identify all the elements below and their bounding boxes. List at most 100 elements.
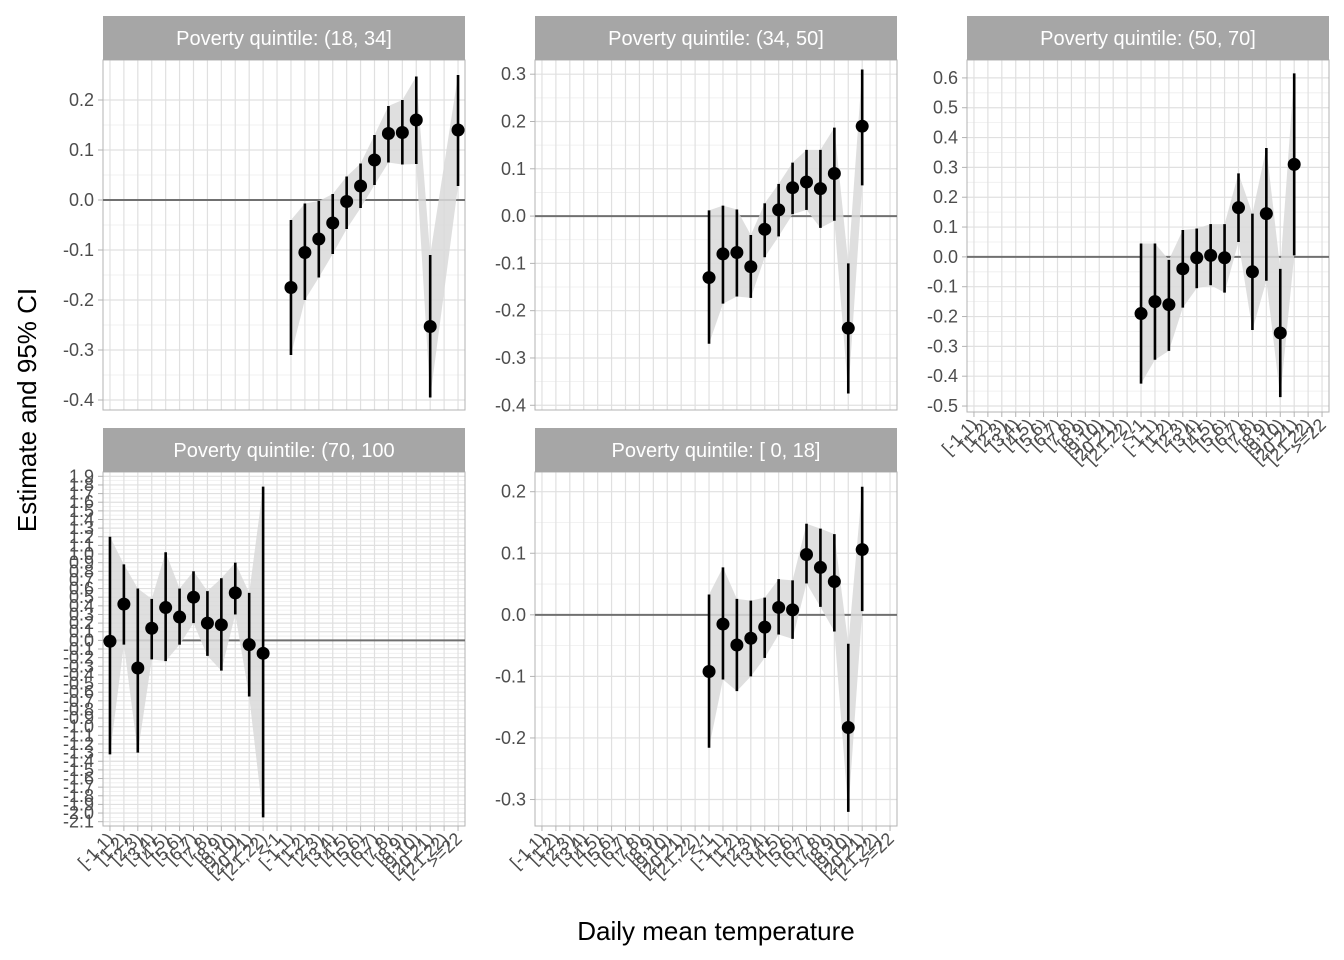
estimate-point (730, 246, 744, 259)
estimate-point (298, 246, 312, 259)
x-axis-layer: [-1,1)[1,2)[2,3)[3,4)[4,5)[5,6)[6,7)[7,8… (74, 412, 1330, 882)
y-tick-label: 0.2 (501, 111, 526, 131)
y-tick-label: -0.4 (63, 390, 94, 410)
estimate-point (1287, 157, 1301, 171)
estimate-point (451, 123, 465, 137)
estimate-point (284, 281, 298, 294)
estimate-point (841, 321, 855, 335)
estimate-point (1232, 201, 1245, 215)
y-tick-label: 0.6 (69, 579, 94, 599)
y-axis-ticks: -0.4 -0.3 -0.2 -0.1 0.0 0.1 0.2 0.3 (495, 64, 535, 415)
y-tick-label: 0.9 (69, 553, 94, 573)
y-tick-label: 1.2 (69, 527, 94, 547)
x-axis-ticks: [-1,1)[1,2)[2,3)[3,4)[4,5)[5,6)[6,7)[7,8… (74, 826, 466, 882)
estimate-point (744, 631, 758, 645)
facet-panel: Poverty quintile: (50, 70]-0.5-0.4-0.3-0… (927, 16, 1330, 416)
x-axis-ticks: [-1,1)[1,2)[2,3)[3,4)[4,5)[5,6)[6,7)[7,8… (506, 826, 898, 882)
y-tick-label: 0.2 (69, 613, 94, 633)
grid-lines (103, 60, 465, 410)
estimate-point (772, 600, 786, 614)
y-tick-label: 1.4 (69, 509, 94, 529)
y-tick-label: 0.7 (69, 570, 94, 590)
y-tick-label: -0.2 (63, 648, 94, 668)
y-tick-label: 0.2 (69, 90, 94, 110)
y-tick-label: -0.3 (495, 790, 526, 810)
y-tick-label: -0.8 (63, 699, 94, 719)
estimate-point (381, 127, 395, 140)
estimate-point (159, 601, 173, 615)
estimate-point (242, 638, 256, 652)
facet-strip-label: Poverty quintile: (34, 50] (608, 28, 824, 50)
y-tick-label: 1.6 (69, 492, 94, 512)
estimate-point (409, 113, 423, 127)
estimate-point (228, 586, 242, 600)
estimate-point (103, 634, 117, 648)
estimate-point (340, 195, 354, 208)
y-tick-label: -1.1 (63, 725, 94, 745)
estimate-point (758, 222, 772, 236)
grid-lines (103, 472, 465, 826)
estimate-point (758, 620, 772, 634)
y-tick-label: -0.4 (63, 665, 94, 685)
facet-strip-label: Poverty quintile: (70, 100 (173, 440, 394, 462)
estimate-point (786, 603, 800, 617)
y-tick-label: -0.6 (63, 682, 94, 702)
estimate-point (368, 153, 381, 167)
estimate-point (200, 616, 214, 630)
estimate-point (312, 232, 326, 246)
y-tick-label: -0.5 (63, 674, 94, 694)
confidence-ribbon (1141, 73, 1295, 398)
y-tick-label: 0.6 (933, 68, 958, 88)
estimate-point (841, 720, 855, 734)
y-tick-label: 0.1 (69, 622, 94, 642)
y-tick-label: 0.1 (933, 217, 958, 237)
estimate-point (1148, 295, 1162, 309)
y-tick-label: 0.5 (69, 587, 94, 607)
y-tick-label: -1.7 (63, 777, 94, 797)
y-tick-label: -0.1 (927, 277, 958, 297)
confidence-ribbon (709, 69, 863, 394)
y-tick-label: 0.2 (501, 482, 526, 502)
estimate-point (187, 590, 200, 604)
y-tick-label: -1.3 (63, 743, 94, 763)
y-axis-ticks: -0.4 -0.3 -0.2 -0.1 0.0 0.1 0.2 (63, 90, 103, 410)
y-tick-label: -2.0 (63, 803, 94, 823)
y-tick-label: 0.1 (501, 159, 526, 179)
y-tick-label: -0.3 (927, 336, 958, 356)
x-axis-title: Daily mean temperature (577, 916, 854, 946)
y-tick-label: -0.4 (495, 395, 526, 415)
y-tick-label: 0.2 (933, 187, 958, 207)
facet-panel: Poverty quintile: (34, 50]-0.4-0.3-0.2-0… (495, 16, 898, 415)
y-tick-label: -0.1 (495, 666, 526, 686)
y-tick-label: 1.0 (69, 544, 94, 564)
estimate-point (786, 181, 800, 195)
y-tick-label: -1.4 (63, 751, 94, 771)
estimate-point (1259, 207, 1273, 221)
y-axis-ticks: -2.1-2.0-1.9-1.8-1.7-1.6-1.5-1.4-1.3-1.2… (63, 466, 103, 832)
estimate-point (326, 216, 340, 230)
estimate-point (1204, 248, 1218, 262)
y-tick-label: 1.5 (69, 501, 94, 521)
estimate-point (423, 320, 437, 333)
estimate-point (772, 203, 786, 217)
y-tick-label: 0.5 (933, 98, 958, 118)
estimate-point (827, 575, 841, 589)
confidence-ribbon (709, 486, 863, 812)
y-tick-label: 0.0 (933, 247, 958, 267)
y-tick-label: 0.3 (933, 157, 958, 177)
estimate-point (813, 182, 827, 196)
confidence-ribbon (109, 486, 264, 818)
x-axis-ticks: [-1,1)[1,2)[2,3)[3,4)[4,5)[5,6)[6,7)[7,8… (938, 412, 1330, 468)
estimate-point (1162, 298, 1176, 312)
facet-strip (535, 16, 897, 60)
y-tick-label: -0.1 (63, 240, 94, 260)
y-tick-label: -1.5 (63, 760, 94, 780)
y-tick-label: 0.0 (501, 206, 526, 226)
facet-strip-label: Poverty quintile: [ 0, 18] (611, 440, 820, 462)
estimate-point (744, 260, 758, 274)
estimate-point (855, 543, 869, 557)
facet-strip (967, 16, 1329, 60)
y-axis-ticks: -0.3 -0.2 -0.1 0.0 0.1 0.2 (495, 482, 535, 810)
estimate-point (813, 560, 827, 574)
y-tick-label: -1.8 (63, 786, 94, 806)
